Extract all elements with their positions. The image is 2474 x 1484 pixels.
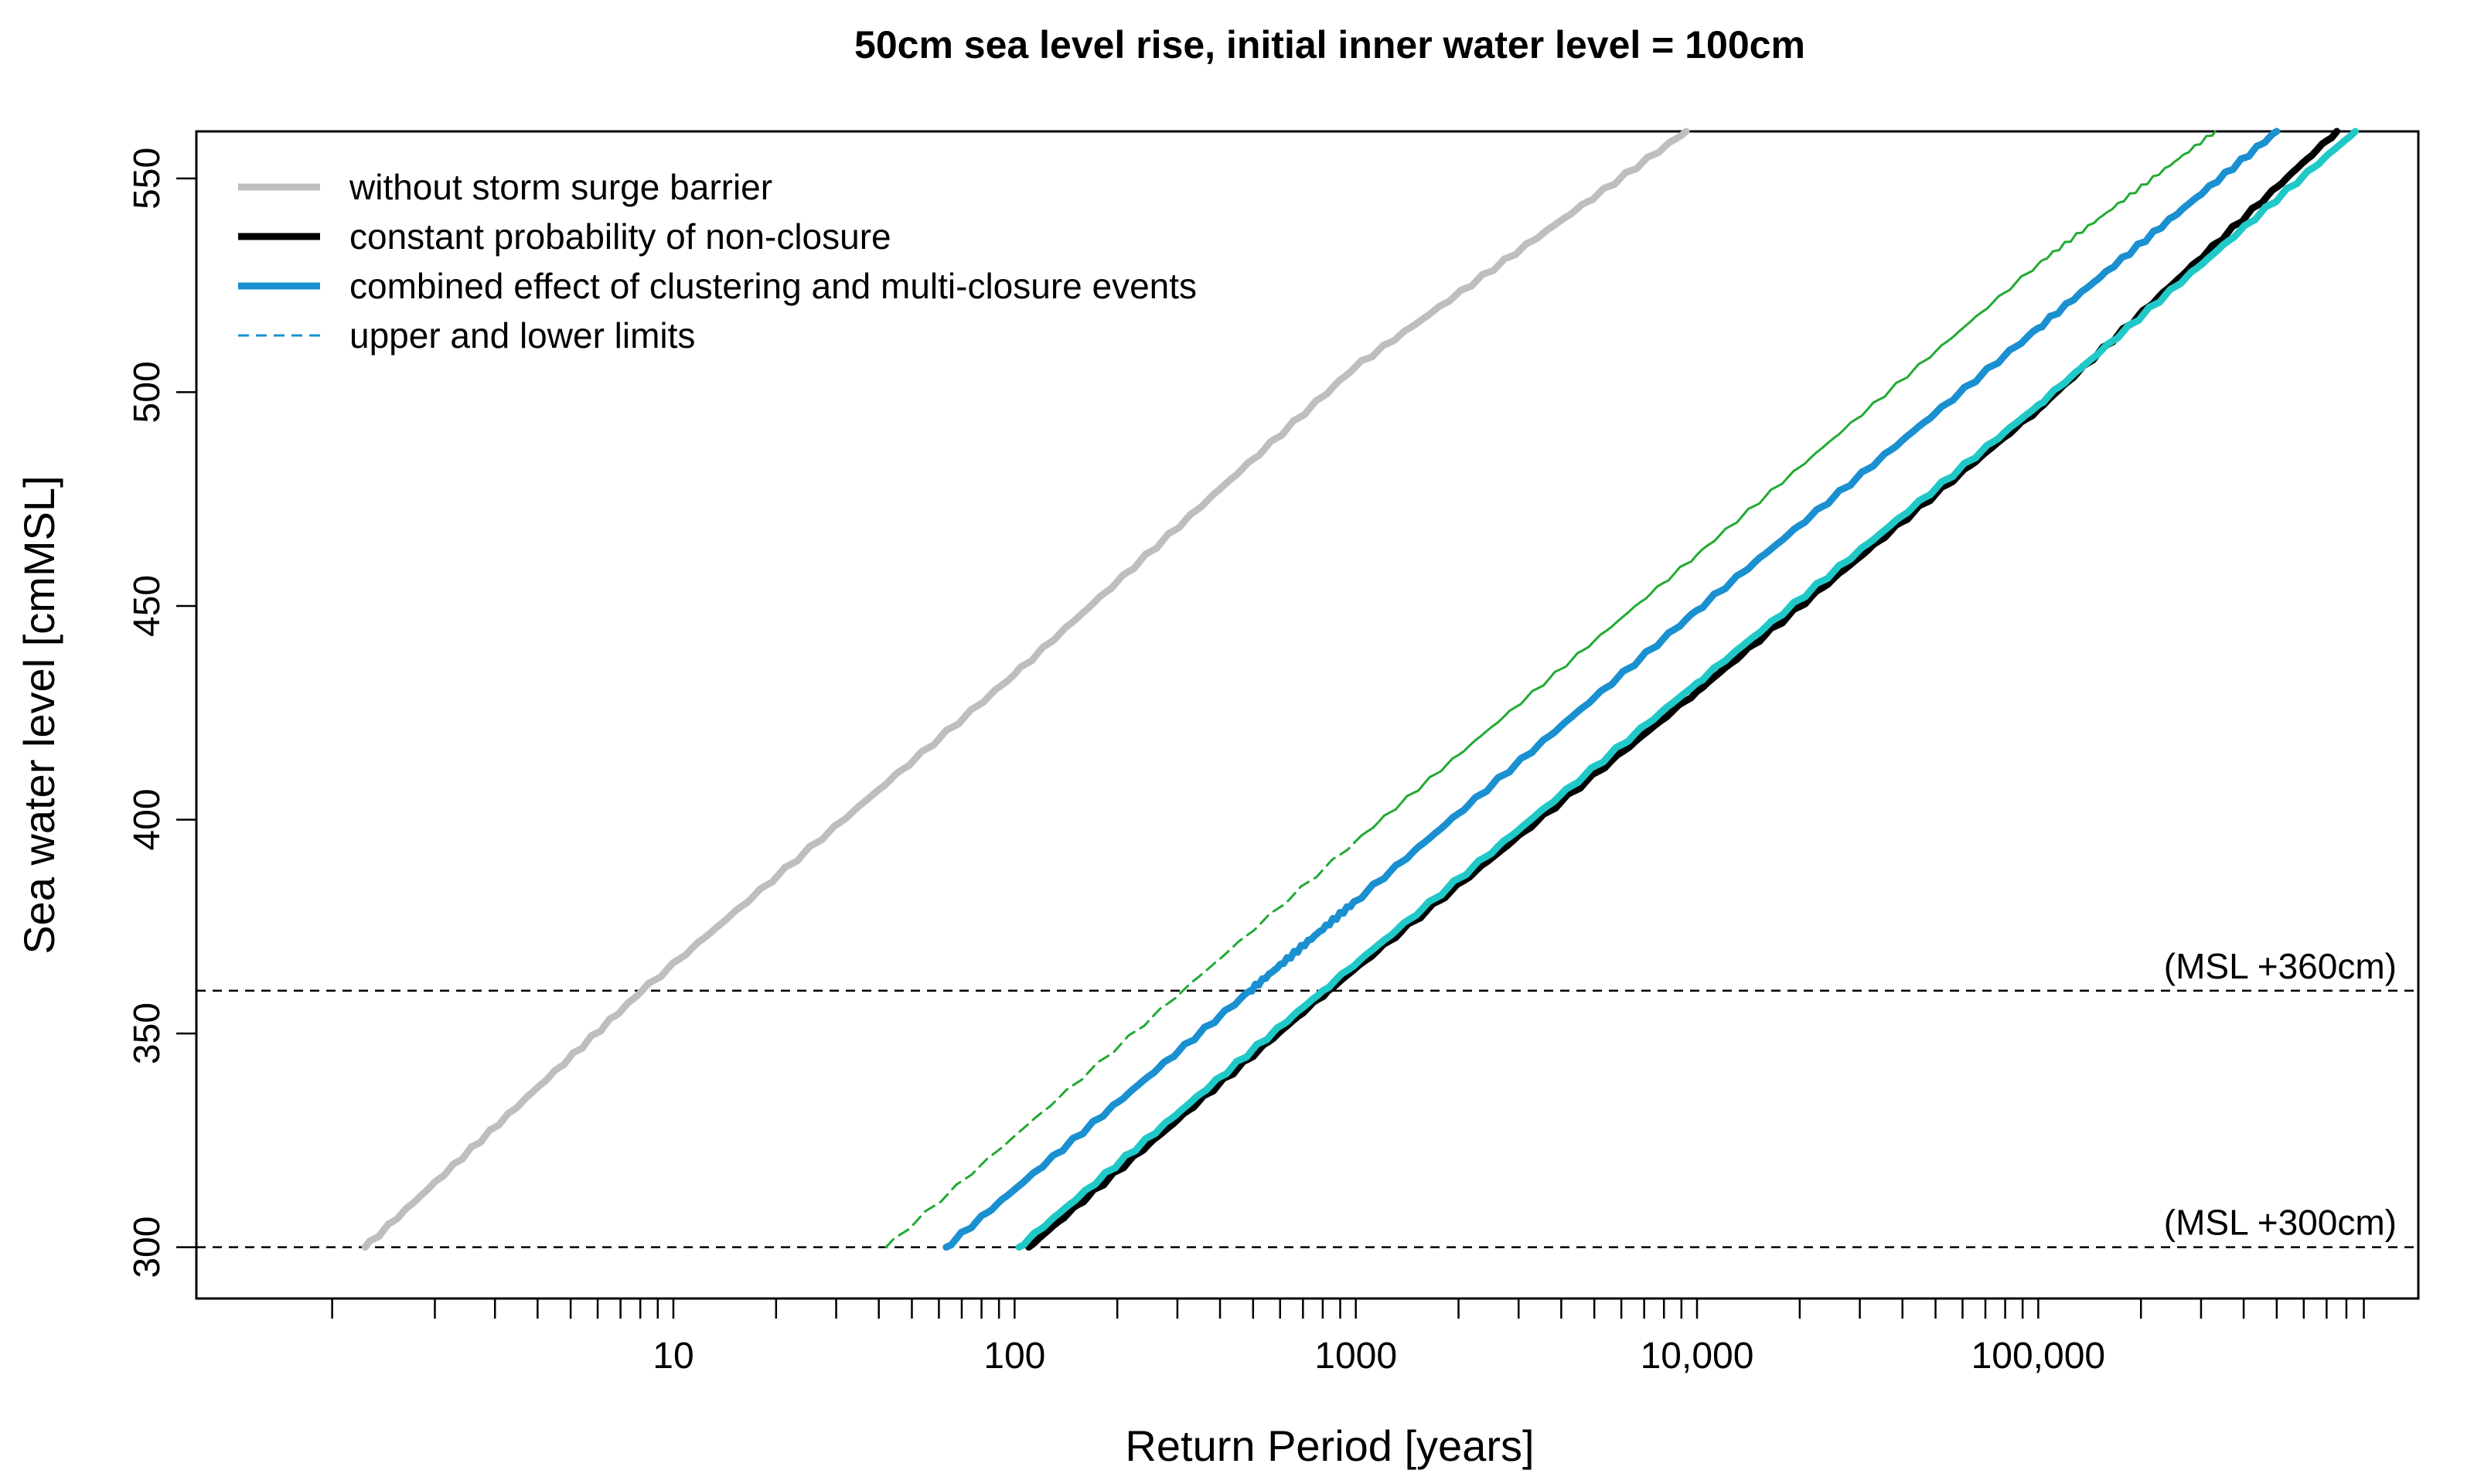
y-tick-label: 450 bbox=[127, 575, 168, 637]
plot-frame bbox=[195, 130, 2420, 1300]
reference-label-300: (MSL +300cm) bbox=[2164, 1203, 2397, 1243]
legend-label-1: constant probability of non-closure bbox=[349, 216, 891, 257]
y-axis: 300 350 400 450 500 550 bbox=[127, 148, 196, 1278]
y-tick-label: 350 bbox=[127, 1002, 168, 1064]
y-tick-label: 500 bbox=[127, 361, 168, 423]
y-tick-label: 400 bbox=[127, 788, 168, 850]
series-line-1 bbox=[884, 839, 1358, 1249]
series-layer bbox=[361, 128, 2360, 1251]
y-axis-label: Sea water level [cmMSL] bbox=[15, 475, 63, 954]
series-line-3 bbox=[1025, 128, 2341, 1251]
legend: without storm surge barrier constant prob… bbox=[238, 167, 1197, 356]
x-tick-label: 1000 bbox=[1314, 1336, 1397, 1377]
y-tick-label: 550 bbox=[127, 148, 168, 209]
chart-title: 50cm sea level rise, initial inner water… bbox=[854, 23, 1805, 66]
x-axis: 10 100 1000 10,000 100,000 bbox=[331, 1298, 2365, 1377]
x-tick-label: 10,000 bbox=[1641, 1336, 1754, 1377]
x-tick-label: 10 bbox=[653, 1336, 693, 1377]
legend-label-0: without storm surge barrier bbox=[349, 167, 772, 207]
x-tick-label: 100,000 bbox=[1971, 1336, 2106, 1377]
x-tick-label: 100 bbox=[983, 1336, 1045, 1377]
legend-label-3: upper and lower limits bbox=[349, 315, 695, 356]
reference-label-360: (MSL +360cm) bbox=[2164, 946, 2397, 986]
reference-lines: (MSL +300cm) (MSL +360cm) bbox=[196, 946, 2418, 1248]
series-line-4 bbox=[1015, 128, 2360, 1251]
series-line-5 bbox=[942, 128, 2281, 1251]
x-axis-label: Return Period [years] bbox=[1125, 1421, 1534, 1470]
series-line-0 bbox=[361, 128, 1690, 1251]
y-tick-label: 300 bbox=[127, 1217, 168, 1278]
legend-label-2: combined effect of clustering and multi-… bbox=[349, 266, 1197, 306]
series-line-2 bbox=[1355, 130, 2217, 842]
